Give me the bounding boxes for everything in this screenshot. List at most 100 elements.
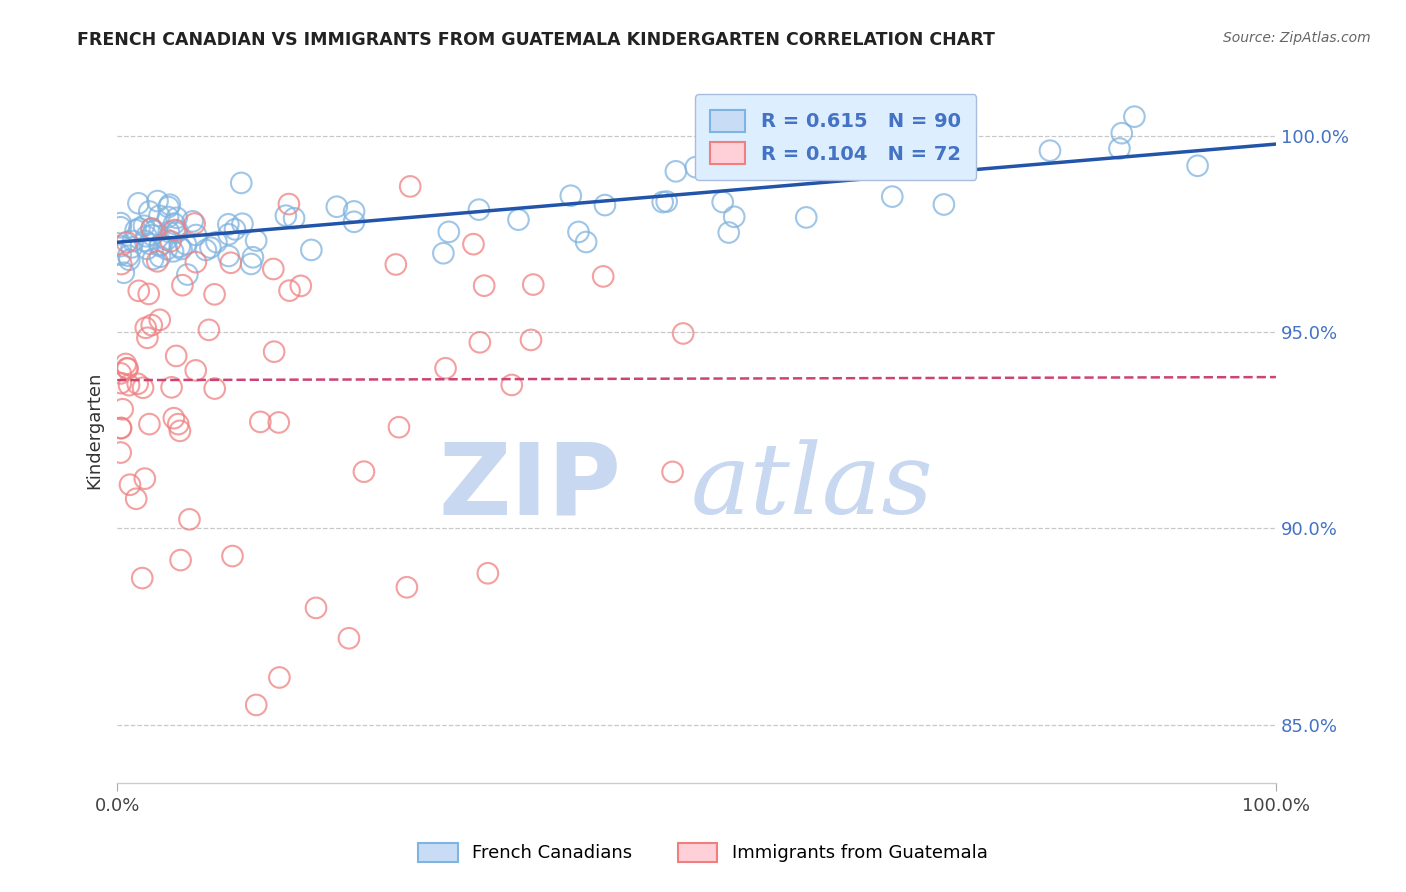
Text: ZIP: ZIP xyxy=(439,438,621,535)
Point xyxy=(117,249,139,263)
Point xyxy=(468,335,491,350)
Point xyxy=(132,219,155,233)
Point xyxy=(290,278,312,293)
Point xyxy=(463,237,485,252)
Point xyxy=(200,241,222,255)
Point xyxy=(388,420,411,434)
Point xyxy=(184,363,207,377)
Point xyxy=(114,357,136,371)
Point xyxy=(176,268,198,282)
Point xyxy=(165,349,187,363)
Point xyxy=(472,278,495,293)
Point xyxy=(245,698,267,712)
Point xyxy=(231,176,253,190)
Point xyxy=(353,465,375,479)
Point xyxy=(194,243,217,257)
Point xyxy=(661,465,683,479)
Point xyxy=(183,217,205,231)
Text: FRENCH CANADIAN VS IMMIGRANTS FROM GUATEMALA KINDERGARTEN CORRELATION CHART: FRENCH CANADIAN VS IMMIGRANTS FROM GUATE… xyxy=(77,31,995,49)
Point xyxy=(111,402,134,417)
Point xyxy=(779,161,801,176)
Point xyxy=(567,225,589,239)
Point xyxy=(305,600,328,615)
Point xyxy=(224,222,246,236)
Point xyxy=(138,287,160,301)
Point xyxy=(149,239,172,253)
Point xyxy=(858,150,880,164)
Point xyxy=(128,284,150,298)
Point xyxy=(127,196,149,211)
Point xyxy=(142,252,165,266)
Point xyxy=(157,210,180,224)
Point xyxy=(115,235,138,249)
Point xyxy=(169,240,191,254)
Point xyxy=(134,234,156,248)
Point xyxy=(122,234,145,248)
Point xyxy=(166,211,188,225)
Point xyxy=(179,512,201,526)
Point xyxy=(520,333,543,347)
Point xyxy=(723,210,745,224)
Point xyxy=(267,416,290,430)
Point xyxy=(437,225,460,239)
Point xyxy=(278,284,301,298)
Point xyxy=(110,421,132,435)
Point xyxy=(110,220,132,235)
Point xyxy=(1108,141,1130,155)
Point xyxy=(146,254,169,268)
Point xyxy=(159,197,181,211)
Point xyxy=(794,211,817,225)
Point xyxy=(385,257,408,271)
Point xyxy=(907,153,929,167)
Point xyxy=(115,361,138,376)
Point xyxy=(651,195,673,210)
Point xyxy=(560,188,582,202)
Point xyxy=(198,323,221,337)
Point xyxy=(1039,144,1062,158)
Point xyxy=(277,197,299,211)
Point xyxy=(665,164,688,178)
Point xyxy=(343,204,366,219)
Text: atlas: atlas xyxy=(692,439,934,534)
Point xyxy=(136,331,159,345)
Point xyxy=(136,242,159,256)
Point xyxy=(135,320,157,334)
Point xyxy=(218,227,240,242)
Point xyxy=(132,381,155,395)
Point xyxy=(110,239,132,253)
Point xyxy=(240,257,263,271)
Point xyxy=(242,250,264,264)
Point xyxy=(326,200,349,214)
Point xyxy=(149,250,172,264)
Point xyxy=(166,224,188,238)
Point xyxy=(575,235,598,249)
Point xyxy=(501,378,523,392)
Point xyxy=(138,204,160,219)
Point xyxy=(395,580,418,594)
Point xyxy=(157,225,180,239)
Point xyxy=(155,233,177,247)
Point xyxy=(141,221,163,235)
Point xyxy=(163,217,186,231)
Legend: R = 0.615   N = 90, R = 0.104   N = 72: R = 0.615 N = 90, R = 0.104 N = 72 xyxy=(695,95,976,180)
Point xyxy=(131,571,153,585)
Point xyxy=(135,229,157,244)
Point xyxy=(167,417,190,431)
Point xyxy=(169,424,191,438)
Point xyxy=(231,217,253,231)
Point xyxy=(172,278,194,293)
Point xyxy=(159,234,181,248)
Point xyxy=(163,223,186,237)
Point xyxy=(508,212,530,227)
Point xyxy=(263,344,285,359)
Point xyxy=(221,549,243,563)
Point xyxy=(110,247,132,261)
Point xyxy=(138,236,160,251)
Point xyxy=(218,249,240,263)
Point xyxy=(343,215,366,229)
Point xyxy=(299,243,322,257)
Point xyxy=(110,445,132,459)
Point xyxy=(685,160,707,174)
Point xyxy=(110,421,132,435)
Point xyxy=(1187,159,1209,173)
